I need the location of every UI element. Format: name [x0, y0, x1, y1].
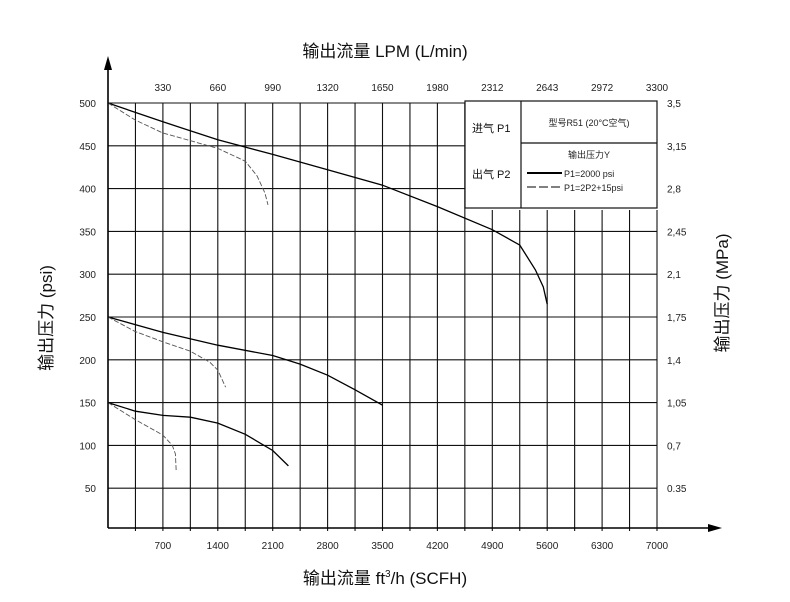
series-line-3	[107, 316, 383, 406]
top-tick-label: 2643	[536, 83, 559, 94]
right-tick-label: 0.35	[667, 484, 687, 495]
y-axis-title-right: 输出压力 (MPa)	[713, 234, 732, 353]
x-tick-label: 5600	[536, 541, 559, 552]
legend-model: 型号R51 (20°C空气)	[548, 117, 629, 128]
series-group	[107, 102, 548, 472]
top-tick-label: 990	[264, 83, 281, 94]
y-tick-label: 450	[79, 142, 96, 153]
y-axis-arrow	[104, 56, 112, 70]
x-tick-label: 700	[155, 541, 172, 552]
top-tick-label: 1980	[426, 83, 449, 94]
legend-solid-label: P1=2000 psi	[564, 169, 614, 179]
right-tick-label: 1,05	[667, 399, 687, 410]
top-tick-label: 330	[155, 83, 172, 94]
right-tick-label: 1,75	[667, 313, 687, 324]
legend-heading: 输出压力Y	[568, 149, 610, 160]
y-tick-label: 500	[79, 99, 96, 110]
tick-labels: 700 1400 2100 2800 3500 4200 4900 5600 6300 7000 3…	[79, 83, 687, 552]
y-tick-label: 400	[79, 185, 96, 196]
top-axis-title: 输出流量 LPM (L/min)	[302, 42, 467, 61]
x-tick-label: 4200	[426, 541, 449, 552]
right-tick-label: 0,7	[667, 441, 681, 452]
top-tick-label: 2972	[591, 83, 614, 94]
x-tick-label: 2800	[316, 541, 339, 552]
y-tick-label: 100	[79, 441, 96, 452]
x-tick-label: 4900	[481, 541, 504, 552]
x-tick-label: 2100	[262, 541, 285, 552]
x-axis-title-suffix: /h (SCFH)	[391, 569, 468, 588]
right-tick-label: 3,5	[667, 99, 681, 110]
x-tick-label: 3500	[371, 541, 394, 552]
top-tick-label: 2312	[481, 83, 504, 94]
y-tick-label: 150	[79, 399, 96, 410]
top-tick-label: 660	[209, 83, 226, 94]
x-axis-arrow	[708, 524, 722, 532]
series-line-2	[107, 102, 269, 206]
x-axis-title-main: 输出流量 ft	[303, 569, 385, 588]
axes	[104, 56, 722, 532]
legend-box	[464, 100, 658, 209]
y-tick-label: 200	[79, 356, 96, 367]
y-axis-title-left: 输出压力 (psi)	[37, 265, 56, 371]
legend-dashed-label: P1=2P2+15psi	[564, 183, 623, 193]
y-tick-label: 250	[79, 313, 96, 324]
x-tick-label: 1400	[207, 541, 230, 552]
top-tick-label: 3300	[646, 83, 669, 94]
y-tick-label: 300	[79, 270, 96, 281]
series-line-6	[107, 402, 177, 472]
top-tick-label: 1320	[316, 83, 339, 94]
legend: 进气 P1 出气 P2 型号R51 (20°C空气) 输出压力Y P1=2000…	[464, 100, 658, 209]
legend-inlet: 进气 P1	[472, 121, 511, 135]
right-tick-label: 2,45	[667, 227, 687, 238]
series-line-1	[107, 102, 548, 305]
series-line-5	[107, 401, 289, 467]
series-line-4	[107, 316, 227, 388]
right-tick-label: 2,8	[667, 185, 681, 196]
top-tick-label: 1650	[371, 83, 394, 94]
y-tick-label: 350	[79, 227, 96, 238]
right-tick-label: 3,15	[667, 142, 687, 153]
y-tick-label: 50	[85, 484, 97, 495]
x-tick-label: 7000	[646, 541, 669, 552]
right-tick-label: 1,4	[667, 356, 681, 367]
x-axis-title-sup: 3	[385, 569, 391, 580]
x-axis-title: 输出流量 ft3/h (SCFH)	[303, 569, 467, 588]
x-tick-label: 6300	[591, 541, 614, 552]
grid	[108, 102, 658, 531]
right-tick-label: 2,1	[667, 270, 681, 281]
legend-outlet: 出气 P2	[472, 167, 511, 181]
